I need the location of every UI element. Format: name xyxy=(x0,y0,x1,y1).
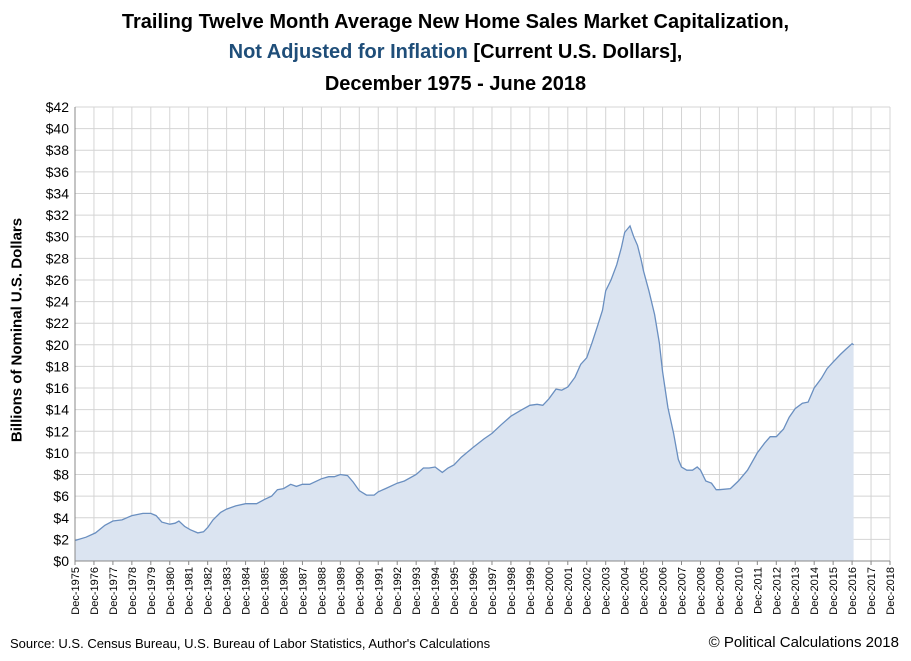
x-tick-label: Dec-1976 xyxy=(89,567,101,615)
y-tick-label: $34 xyxy=(46,185,70,201)
x-tick-label: Dec-1997 xyxy=(487,567,499,615)
y-tick-label: $18 xyxy=(46,358,70,374)
x-tick-label: Dec-1990 xyxy=(354,567,366,615)
y-tick-label: $6 xyxy=(53,488,69,504)
series-line xyxy=(74,224,854,542)
x-tick-label: Dec-1985 xyxy=(260,567,272,615)
y-tick-label: $42 xyxy=(46,99,70,115)
x-tick-label: Dec-1987 xyxy=(297,567,309,615)
y-tick-label: $32 xyxy=(46,207,70,223)
chart-title-line-2-rest: [Current U.S. Dollars], xyxy=(467,41,683,63)
chart-title-line-1: Trailing Twelve Month Average New Home S… xyxy=(121,11,790,33)
source-text: U.S. Census Bureau, U.S. Bureau of Labor… xyxy=(58,636,491,651)
y-tick-label: $10 xyxy=(46,445,70,461)
y-tick-label: $8 xyxy=(53,467,69,483)
y-tick-label: $0 xyxy=(53,553,69,569)
x-tick-label: Dec-2001 xyxy=(563,567,575,615)
x-tick-label: Dec-1980 xyxy=(165,567,177,615)
x-tick-label: Dec-2017 xyxy=(866,567,878,615)
y-tick-label: $26 xyxy=(46,272,70,288)
x-tick-label: Dec-2005 xyxy=(639,567,651,615)
copyright-note: © Political Calculations 2018 xyxy=(708,634,899,651)
x-tick-label: Dec-2010 xyxy=(733,567,745,615)
x-tick-label: Dec-2016 xyxy=(847,567,859,615)
x-tick-label: Dec-2011 xyxy=(752,567,764,614)
x-tick-label: Dec-2008 xyxy=(695,567,707,615)
axes xyxy=(74,107,891,565)
x-tick-label: Dec-1989 xyxy=(335,567,347,615)
y-tick-label: $40 xyxy=(46,121,70,137)
x-tick-label: Dec-1995 xyxy=(449,567,461,615)
x-tick-label: Dec-2018 xyxy=(885,567,897,615)
x-tick-label: Dec-1982 xyxy=(203,567,215,615)
y-tick-label: $2 xyxy=(53,531,69,547)
x-tick-label: Dec-2000 xyxy=(544,567,556,615)
chart-title-line-2: Not Adjusted for Inflation [Current U.S.… xyxy=(0,38,911,66)
x-tick-label: Dec-1992 xyxy=(392,567,404,615)
x-tick-label: Dec-2013 xyxy=(790,567,802,615)
x-tick-label: Dec-2014 xyxy=(809,567,821,615)
x-tick-label: Dec-2007 xyxy=(677,567,689,615)
x-tick-label: Dec-2015 xyxy=(828,567,840,615)
x-tick-labels: Dec-1975 Dec-1976 Dec-1977 Dec-1978 Dec-1979… xyxy=(70,567,897,615)
y-tick-label: $38 xyxy=(46,142,70,158)
chart-title-accent: Not Adjusted for Inflation xyxy=(228,41,468,63)
x-tick-label: Dec-1996 xyxy=(468,567,480,615)
x-tick-label: Dec-1991 xyxy=(373,567,385,615)
x-tick-label: Dec-1983 xyxy=(222,567,234,615)
y-tick-label: $16 xyxy=(46,380,70,396)
y-tick-label: $24 xyxy=(46,294,70,310)
chart-title-line-3: December 1975 - June 2018 xyxy=(324,73,587,95)
x-tick-label: Dec-2012 xyxy=(771,567,783,615)
x-tick-label: Dec-2004 xyxy=(620,567,632,615)
x-tick-label: Dec-1999 xyxy=(525,567,537,615)
x-tick-label: Dec-2006 xyxy=(658,567,670,615)
x-tick-label: Dec-2002 xyxy=(582,567,594,615)
y-tick-labels: $0 $2 $4 $6 $8 $10 $12 $14 $16 $18 $20 $22 $24 $26 $28… xyxy=(46,99,70,569)
x-tick-label: Dec-1993 xyxy=(411,567,423,615)
source-label: Source: xyxy=(10,636,59,651)
x-tick-label: Dec-2009 xyxy=(714,567,726,615)
x-tick-label: Dec-2003 xyxy=(601,567,613,615)
x-tick-label: Dec-1978 xyxy=(127,567,139,615)
y-tick-label: $28 xyxy=(46,250,70,266)
y-tick-label: $14 xyxy=(46,402,70,418)
series-area xyxy=(74,224,854,561)
y-tick-label: $22 xyxy=(46,315,70,331)
y-tick-label: $36 xyxy=(46,164,70,180)
x-tick-label: Dec-1984 xyxy=(241,567,253,615)
series-area-fill xyxy=(75,225,854,561)
x-tick-label: Dec-1977 xyxy=(108,567,120,615)
x-tick-label: Dec-1981 xyxy=(184,567,196,615)
y-tick-label: $20 xyxy=(46,337,70,353)
x-tick-label: Dec-1979 xyxy=(146,567,158,615)
x-tick-label: Dec-1975 xyxy=(70,567,82,615)
x-tick-label: Dec-1994 xyxy=(430,567,442,615)
source-note: Source: U.S. Census Bureau, U.S. Bureau … xyxy=(10,636,490,651)
y-tick-label: $30 xyxy=(46,229,70,245)
y-tick-label: $4 xyxy=(53,510,69,526)
y-tick-label: $12 xyxy=(46,423,70,439)
x-tick-label: Dec-1998 xyxy=(506,567,518,615)
x-tick-label: Dec-1986 xyxy=(278,567,290,615)
x-tick-label: Dec-1988 xyxy=(316,567,328,615)
